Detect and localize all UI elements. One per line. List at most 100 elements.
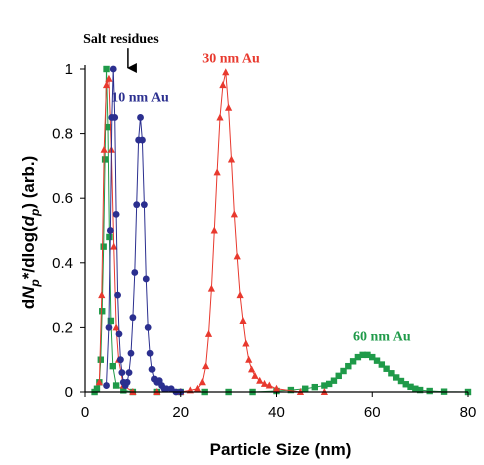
data-point — [146, 349, 154, 357]
x-tick-label: 60 — [364, 404, 381, 421]
data-point — [118, 369, 126, 377]
data-point — [335, 372, 342, 380]
data-point — [131, 269, 139, 276]
data-point — [106, 233, 113, 241]
x-axis-title: Particle Size (nm) — [210, 440, 352, 459]
data-point — [383, 365, 390, 372]
data-point — [162, 385, 170, 393]
y-axis-title-part: p — [28, 209, 42, 217]
data-point — [129, 314, 137, 322]
y-tick-label: 0.4 — [52, 255, 73, 272]
data-point — [97, 356, 104, 363]
data-point — [330, 377, 338, 384]
data-point — [251, 371, 259, 379]
data-point — [397, 377, 405, 385]
annotation-label: Salt residues — [83, 32, 159, 47]
data-point — [142, 275, 150, 283]
data-point — [120, 387, 127, 394]
data-point — [287, 386, 295, 394]
data-point — [388, 370, 395, 377]
chart-labels: Particle Size (nm) dNp*/dlog(dp) (arb.) Sa… — [19, 32, 411, 459]
data-point — [345, 362, 352, 370]
data-point — [104, 123, 112, 131]
data-point — [202, 362, 210, 370]
data-point — [125, 369, 133, 377]
series-line-1 — [98, 72, 325, 393]
data-point — [112, 382, 120, 389]
data-point — [407, 383, 414, 391]
axes: 0 20 40 60 80 0 0.2 0.4 0.6 0.8 1 — [52, 61, 476, 421]
y-axis-title-part: d — [19, 299, 38, 309]
data-point — [105, 324, 113, 331]
data-point — [99, 308, 106, 315]
data-point — [225, 103, 233, 111]
data-point — [216, 113, 224, 121]
data-point — [109, 362, 116, 370]
y-tick-label: 0.8 — [52, 126, 73, 143]
plot-area — [91, 65, 472, 396]
data-point — [111, 114, 119, 121]
y-axis-title: dNp*/dlog(dp) (arb.) — [19, 156, 42, 310]
data-point — [233, 252, 241, 260]
x-tick-label: 80 — [460, 404, 477, 421]
data-point — [302, 385, 309, 392]
data-point — [222, 68, 230, 76]
data-point — [204, 329, 213, 337]
data-point — [107, 317, 115, 325]
data-point — [117, 356, 124, 364]
data-point — [167, 385, 175, 393]
y-axis-title-part: N — [19, 286, 38, 299]
data-point — [245, 355, 253, 363]
data-point — [260, 379, 269, 387]
data-point — [213, 168, 221, 176]
series-line-2 — [94, 68, 469, 393]
data-point — [112, 323, 120, 331]
data-point — [392, 374, 400, 381]
data-point — [354, 353, 362, 361]
data-point — [110, 242, 118, 250]
data-point — [100, 145, 108, 153]
data-point — [210, 226, 218, 234]
data-point — [123, 378, 131, 386]
data-point — [103, 382, 110, 389]
y-tick-label: 0 — [65, 384, 73, 401]
data-point — [98, 291, 106, 299]
data-point — [219, 81, 227, 89]
data-point — [265, 381, 273, 389]
data-point — [321, 382, 328, 389]
y-tick-label: 1 — [65, 61, 73, 78]
data-point — [248, 365, 256, 373]
data-point — [127, 349, 135, 357]
data-point — [340, 367, 347, 375]
data-point — [402, 381, 409, 388]
data-point — [412, 385, 419, 392]
y-axis-title-part: */dlog( — [19, 226, 38, 279]
data-point — [102, 81, 111, 89]
y-axis-title-part: p — [28, 279, 42, 287]
data-point — [230, 210, 238, 218]
data-point — [106, 227, 114, 234]
data-point — [426, 387, 433, 395]
data-point — [198, 378, 206, 386]
data-point — [416, 386, 424, 394]
data-point — [272, 384, 281, 392]
data-point — [242, 339, 250, 347]
data-point — [364, 351, 371, 359]
x-tick-label: 0 — [81, 404, 89, 421]
y-tick-label: 0.2 — [52, 319, 73, 336]
annotation-label: 10 nm Au — [111, 90, 169, 105]
annotation-label: 30 nm Au — [202, 52, 260, 67]
data-point — [369, 353, 376, 361]
data-point — [114, 291, 121, 299]
data-point — [93, 385, 101, 392]
data-point — [140, 201, 148, 209]
data-point — [137, 114, 144, 121]
data-point — [148, 365, 156, 373]
annotation-label: 60 nm Au — [353, 329, 411, 344]
data-point — [373, 357, 381, 364]
data-point — [133, 201, 141, 209]
data-point — [105, 74, 113, 82]
data-point — [109, 65, 117, 73]
y-axis-title-part: d — [19, 215, 38, 226]
